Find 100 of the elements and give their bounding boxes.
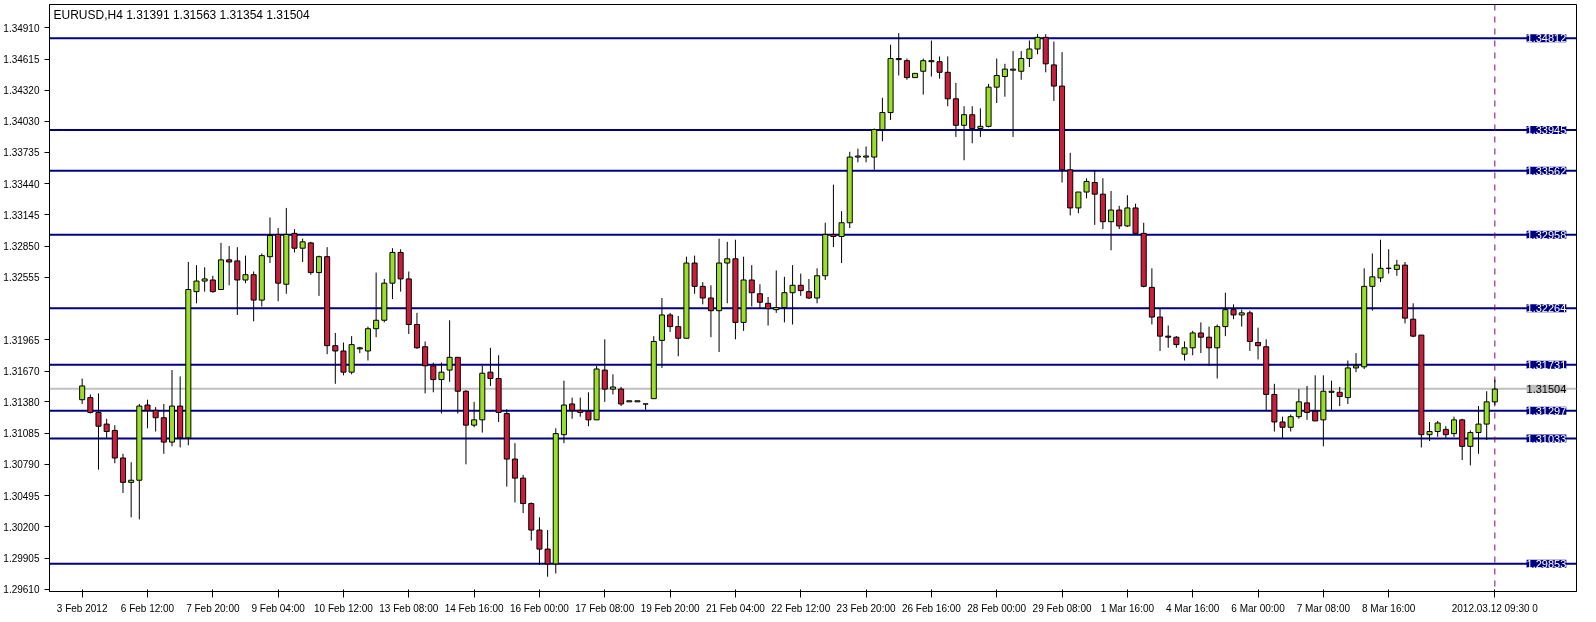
y-tick-label: 1.31670 [3, 366, 40, 378]
ref-line-label: 1.31504 [1526, 382, 1567, 395]
y-tick-label: 1.32555 [3, 272, 40, 284]
candlestick [667, 312, 674, 333]
candlestick [413, 312, 420, 350]
candlestick [1491, 379, 1498, 406]
candlestick [315, 255, 322, 297]
y-tick-label: 1.34910 [3, 22, 40, 34]
candlestick [724, 241, 731, 304]
candlestick [1108, 190, 1115, 251]
candlestick [577, 397, 584, 418]
y-tick-label: 1.29610 [3, 584, 40, 596]
candlestick [1001, 63, 1008, 98]
y-tick-label: 1.30790 [3, 459, 40, 471]
candlestick [707, 284, 714, 338]
chart-title: EURUSD,H4 1.31391 1.31563 1.31354 1.31504 [53, 7, 311, 22]
candlestick [1206, 326, 1213, 367]
ref-line-label: 1.33562 [1526, 164, 1567, 177]
candlestick [446, 319, 453, 383]
x-tick-label: 1 Mar 16:00 [1100, 602, 1155, 614]
x-tick-label: 2012.03.12 09:30 0 [1451, 602, 1539, 614]
x-tick-label: 10 Feb 12:00 [314, 602, 374, 614]
y-tick-label: 1.34320 [3, 85, 40, 97]
candlestick [1393, 259, 1400, 277]
candlestick [1450, 416, 1458, 438]
x-tick-label: 14 Feb 16:00 [444, 602, 505, 614]
y-tick-label: 1.33440 [3, 178, 40, 190]
y-tick-label: 1.33735 [3, 147, 40, 159]
candlestick [781, 276, 788, 323]
candlestick [1197, 321, 1204, 354]
candlestick [1050, 41, 1057, 102]
x-tick-label: 16 Feb 00:00 [509, 602, 570, 614]
candlestick [1010, 50, 1017, 138]
candlestick [193, 264, 200, 304]
candlestick [1116, 205, 1123, 230]
ref-line-label: 1.31731 [1526, 358, 1567, 371]
candlestick [266, 216, 274, 264]
candlestick [1189, 330, 1196, 356]
x-tick-label: 8 Mar 16:00 [1362, 602, 1416, 614]
candlestick [128, 461, 135, 518]
x-tick-label: 7 Feb 20:00 [186, 602, 240, 614]
candlestick [373, 272, 380, 338]
candlestick [569, 397, 576, 420]
candlestick [863, 145, 870, 163]
ref-line-label: 1.29853 [1526, 557, 1567, 570]
candlestick [903, 58, 910, 81]
candlestick [536, 516, 543, 566]
ref-line-label: 1.33945 [1526, 124, 1567, 137]
x-tick-label: 6 Mar 00:00 [1231, 602, 1286, 614]
candlestick [1157, 308, 1164, 352]
candlestick [1165, 325, 1172, 349]
candlestick [993, 58, 1000, 104]
y-tick-label: 1.31965 [3, 334, 40, 346]
ref-line-label: 1.34812 [1526, 32, 1567, 45]
y-tick-label: 1.30495 [3, 490, 40, 502]
candlestick [1467, 429, 1474, 466]
y-tick-label: 1.34615 [3, 54, 40, 66]
y-tick-label: 1.32850 [3, 241, 40, 253]
x-tick-label: 4 Mar 16:00 [1166, 602, 1220, 614]
candlestick [1475, 405, 1482, 455]
candlestick [1091, 170, 1098, 226]
candlestick [544, 529, 551, 578]
candlestick [1083, 177, 1090, 199]
x-tick-label: 29 Feb 08:00 [1032, 602, 1092, 614]
candlestick [1410, 302, 1417, 338]
x-tick-label: 21 Feb 04:00 [705, 602, 766, 614]
candlestick [969, 105, 976, 144]
candlestick [430, 362, 437, 393]
candlestick [1018, 50, 1025, 81]
candlestick [675, 315, 682, 357]
candlestick [364, 326, 371, 362]
candlestick [601, 338, 608, 403]
candlestick [438, 362, 445, 414]
candlestick [1304, 385, 1311, 421]
candlestick [609, 373, 616, 395]
x-tick-label: 9 Feb 04:00 [251, 602, 306, 614]
candlestick [1336, 386, 1343, 407]
candlestick [1075, 191, 1082, 214]
x-tick-label: 17 Feb 08:00 [575, 602, 635, 614]
candlestick [332, 332, 339, 385]
ref-line-label: 1.32264 [1526, 302, 1567, 315]
candlestick [618, 386, 625, 407]
candlestick [699, 281, 706, 305]
x-tick-label: 26 Feb 16:00 [901, 602, 962, 614]
candlestick [814, 267, 821, 304]
candlestick [1279, 416, 1286, 439]
candlestick [797, 273, 804, 297]
candlestick [1312, 374, 1319, 422]
candlestick [471, 401, 478, 428]
candlestick [895, 32, 902, 76]
ref-line-label: 1.32958 [1526, 228, 1567, 241]
y-tick-label: 1.30200 [3, 521, 40, 533]
y-tick-label: 1.31085 [3, 428, 40, 440]
candlestick [936, 55, 943, 80]
x-tick-label: 19 Feb 20:00 [640, 602, 701, 614]
candlestick [748, 264, 755, 307]
candlestick [1352, 352, 1360, 373]
candlestick [1295, 388, 1302, 420]
x-tick-label: 7 Mar 08:00 [1296, 602, 1351, 614]
candlestick [756, 283, 763, 310]
